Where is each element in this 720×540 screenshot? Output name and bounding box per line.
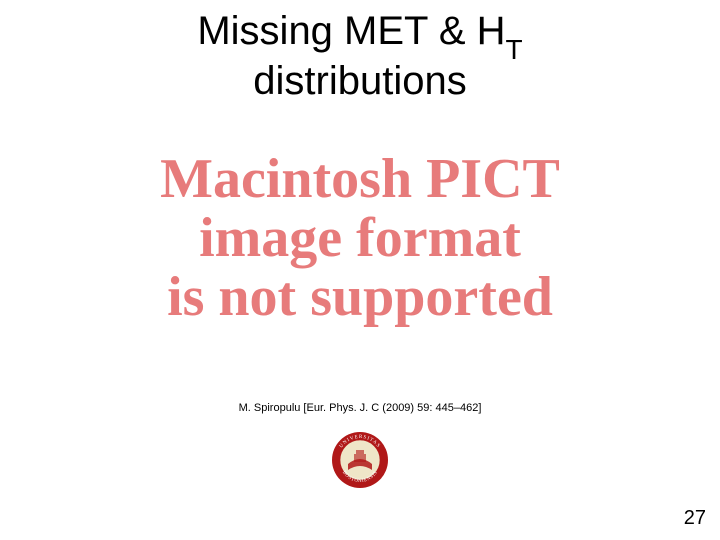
title-text-pre: Missing MET & H <box>197 9 505 53</box>
pict-line-1: Macintosh PICT <box>0 150 720 209</box>
citation-text: M. Spiropulu [Eur. Phys. J. C (2009) 59:… <box>0 402 720 414</box>
university-seal-icon: UNIVERSITAS BOSTONIENSIS <box>330 430 390 490</box>
title-line2: distributions <box>0 60 720 102</box>
title-subscript: T <box>506 34 523 65</box>
pict-line-2: image format <box>0 209 720 268</box>
pict-error-block: Macintosh PICT image format is not suppo… <box>0 150 720 326</box>
slide-title: Missing MET & HT distributions <box>0 10 720 102</box>
page-number: 27 <box>684 507 706 530</box>
pict-line-3: is not supported <box>0 268 720 327</box>
title-line1: Missing MET & HT <box>197 9 522 53</box>
